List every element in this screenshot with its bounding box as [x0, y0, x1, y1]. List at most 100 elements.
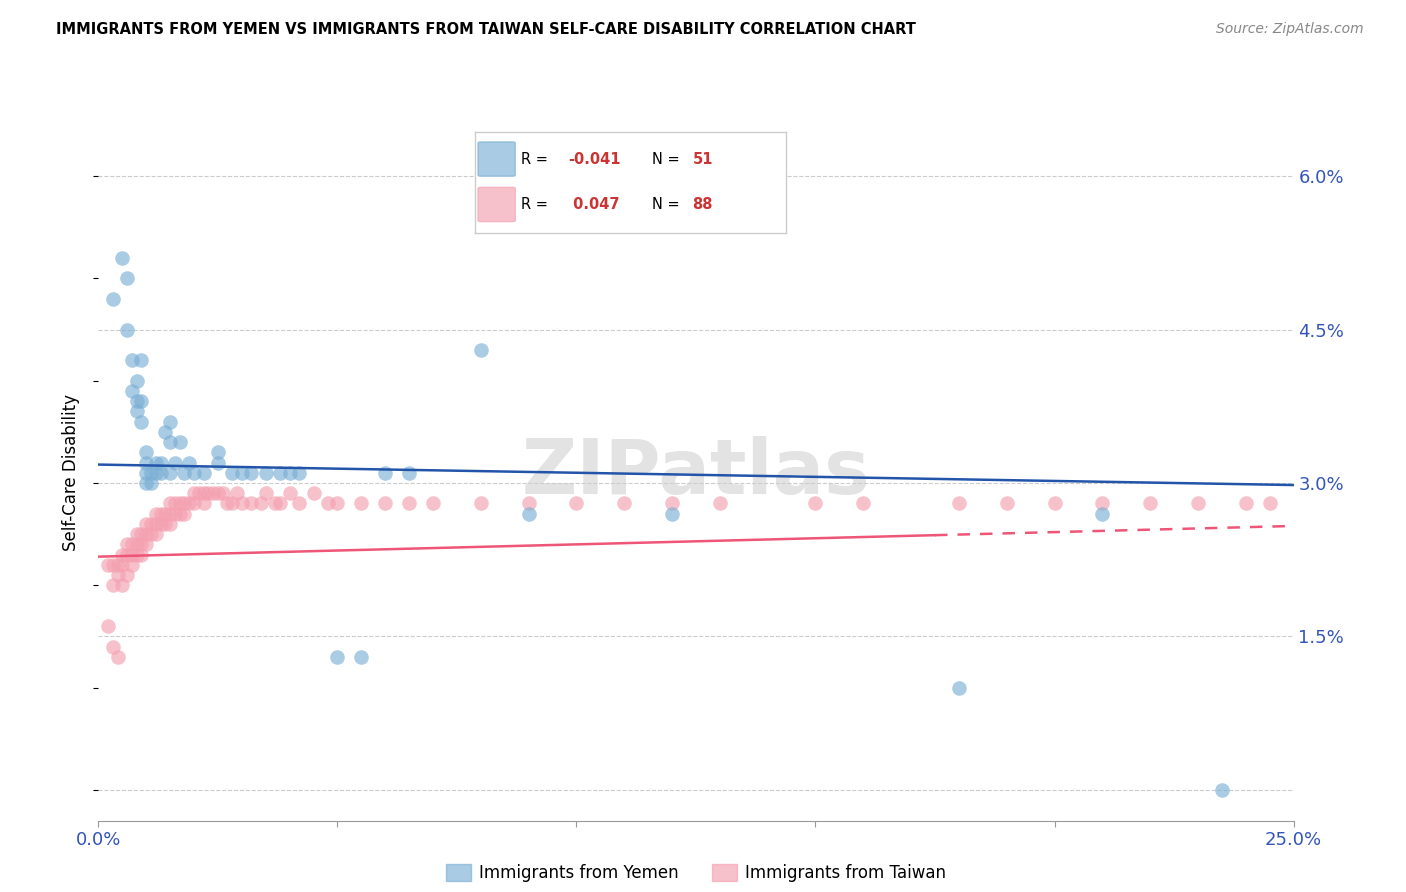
- Point: [159, 415, 181, 429]
- Point: [217, 496, 239, 510]
- Point: [139, 475, 162, 490]
- Point: [169, 435, 191, 450]
- Point: [565, 496, 588, 510]
- Point: [183, 466, 205, 480]
- Point: [159, 507, 181, 521]
- Point: [517, 507, 540, 521]
- Point: [111, 251, 134, 265]
- Point: [326, 496, 349, 510]
- Point: [207, 456, 229, 470]
- Point: [125, 537, 148, 551]
- Point: [852, 496, 875, 510]
- Point: [1091, 496, 1114, 510]
- Point: [1043, 496, 1066, 510]
- Point: [470, 496, 492, 510]
- Point: [159, 466, 181, 480]
- Point: [350, 649, 373, 664]
- Point: [269, 466, 291, 480]
- Point: [240, 496, 263, 510]
- Point: [145, 516, 167, 531]
- Point: [1139, 496, 1161, 510]
- Point: [145, 507, 167, 521]
- Point: [125, 374, 148, 388]
- Y-axis label: Self-Care Disability: Self-Care Disability: [62, 394, 80, 551]
- Point: [1211, 783, 1233, 797]
- Point: [1187, 496, 1209, 510]
- Point: [948, 496, 970, 510]
- Point: [159, 435, 181, 450]
- Point: [221, 496, 243, 510]
- Point: [155, 507, 177, 521]
- Point: [111, 578, 134, 592]
- Point: [125, 394, 148, 409]
- Point: [995, 496, 1018, 510]
- Point: [111, 558, 134, 572]
- Point: [264, 496, 287, 510]
- Point: [288, 496, 311, 510]
- Point: [173, 507, 195, 521]
- Point: [121, 548, 143, 562]
- Point: [254, 466, 277, 480]
- Point: [149, 466, 172, 480]
- Point: [121, 558, 143, 572]
- Point: [183, 496, 205, 510]
- Point: [131, 537, 153, 551]
- Point: [661, 507, 683, 521]
- Point: [231, 466, 253, 480]
- Point: [101, 640, 124, 654]
- Point: [135, 456, 157, 470]
- Point: [207, 445, 229, 459]
- Point: [107, 649, 129, 664]
- Point: [159, 516, 181, 531]
- Point: [302, 486, 325, 500]
- Point: [179, 456, 201, 470]
- Point: [948, 681, 970, 695]
- Point: [131, 415, 153, 429]
- Point: [187, 486, 209, 500]
- Point: [107, 558, 129, 572]
- Text: Source: ZipAtlas.com: Source: ZipAtlas.com: [1216, 22, 1364, 37]
- Point: [115, 548, 138, 562]
- Point: [288, 466, 311, 480]
- Point: [193, 486, 215, 500]
- Point: [207, 486, 229, 500]
- Point: [107, 568, 129, 582]
- Point: [661, 496, 683, 510]
- Point: [115, 537, 138, 551]
- Point: [135, 527, 157, 541]
- Point: [125, 527, 148, 541]
- Point: [278, 486, 301, 500]
- Point: [101, 292, 124, 306]
- Point: [121, 537, 143, 551]
- Point: [398, 466, 420, 480]
- Point: [131, 548, 153, 562]
- Point: [326, 649, 349, 664]
- Point: [121, 384, 143, 398]
- Point: [193, 496, 215, 510]
- Point: [163, 456, 186, 470]
- Point: [278, 466, 301, 480]
- Point: [101, 578, 124, 592]
- Point: [374, 466, 396, 480]
- Point: [155, 425, 177, 439]
- Point: [149, 507, 172, 521]
- Point: [135, 516, 157, 531]
- Text: ZIPatlas: ZIPatlas: [522, 436, 870, 509]
- Point: [350, 496, 373, 510]
- Point: [398, 496, 420, 510]
- Point: [139, 516, 162, 531]
- Point: [135, 466, 157, 480]
- Point: [169, 496, 191, 510]
- Point: [115, 322, 138, 336]
- Point: [269, 496, 291, 510]
- Point: [163, 496, 186, 510]
- Point: [145, 527, 167, 541]
- Point: [169, 507, 191, 521]
- Point: [250, 496, 273, 510]
- Point: [709, 496, 731, 510]
- Point: [125, 404, 148, 418]
- Point: [211, 486, 233, 500]
- Point: [422, 496, 444, 510]
- Point: [159, 496, 181, 510]
- Point: [183, 486, 205, 500]
